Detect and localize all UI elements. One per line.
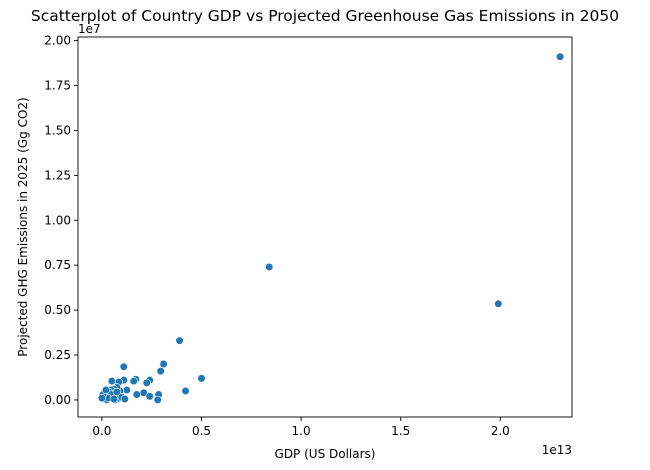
y-axis-offset-label: 1e7 (78, 22, 101, 36)
x-axis: 0.0 0.5 1.0 1.5 2.0 (92, 417, 510, 438)
data-point (120, 394, 129, 404)
data-point (159, 359, 168, 369)
data-point (494, 299, 503, 308)
y-tick-label: 0.50 (44, 303, 71, 317)
data-point (97, 394, 106, 403)
y-axis: 0.00 0.25 0.50 0.75 1.00 1.25 1.50 1.75 2.00 (44, 34, 78, 407)
x-tick-label: 0.0 (92, 424, 111, 438)
x-tick-label: 2.0 (491, 424, 510, 438)
data-point (156, 367, 165, 376)
data-point (109, 394, 118, 404)
data-point (129, 376, 138, 386)
x-tick-label: 1.0 (292, 424, 311, 438)
y-tick-label: 1.25 (44, 168, 71, 182)
data-point (175, 336, 184, 345)
data-point (112, 387, 121, 396)
plot-frame (77, 36, 573, 418)
data-point (197, 374, 206, 383)
data-point (119, 362, 128, 371)
y-tick-label: 0.25 (44, 348, 71, 362)
y-tick-label: 1.50 (44, 123, 71, 137)
y-tick-label: 1.00 (44, 213, 71, 227)
data-point (107, 376, 116, 386)
x-tick-label: 1.5 (391, 424, 410, 438)
x-axis-label: GDP (US Dollars) (275, 447, 376, 461)
y-tick-label: 0.75 (44, 258, 71, 272)
y-tick-label: 2.00 (44, 34, 71, 48)
y-tick-label: 0.00 (44, 393, 71, 407)
y-tick-label: 1.75 (44, 79, 71, 93)
data-point (265, 262, 274, 272)
data-point (132, 390, 141, 399)
data-point (555, 52, 565, 61)
data-point (101, 385, 110, 395)
x-tick-label: 0.5 (192, 424, 211, 438)
data-point (142, 378, 151, 387)
data-point (145, 392, 154, 401)
data-point (181, 386, 190, 396)
x-axis-offset-label: 1e13 (542, 443, 572, 457)
y-axis-label: Projected GHG Emissions in 2025 (Gg CO2) (16, 97, 30, 356)
data-point (153, 395, 162, 405)
plot-area (97, 52, 565, 405)
data-point (122, 385, 131, 395)
chart-title: Scatterplot of Country GDP vs Projected … (31, 7, 619, 25)
